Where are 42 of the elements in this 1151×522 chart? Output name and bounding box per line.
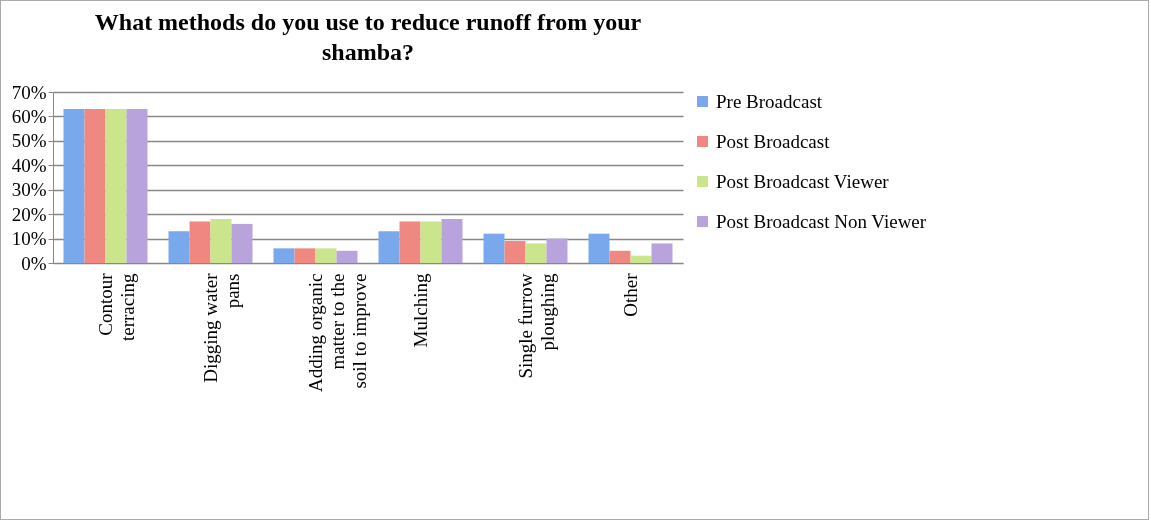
legend-label: Post Broadcast Non Viewer	[716, 210, 927, 232]
bar	[525, 243, 547, 263]
x-tick-label: Other	[619, 272, 641, 317]
bar	[609, 250, 631, 263]
bar	[231, 223, 253, 263]
y-tick-label: 20%	[11, 203, 47, 225]
bar	[336, 250, 358, 263]
y-tick-label: 30%	[11, 179, 47, 201]
y-tick-label: 0%	[21, 252, 47, 274]
bar	[294, 248, 316, 263]
bar	[546, 238, 568, 263]
bar	[189, 221, 211, 263]
bar	[399, 221, 421, 263]
bar	[126, 109, 148, 263]
bar	[210, 219, 232, 263]
chart-title: What methods do you use to reduce runoff from your shamba?	[94, 9, 642, 65]
y-tick-label: 70%	[11, 81, 47, 103]
bar	[651, 243, 673, 263]
y-tick-label: 60%	[11, 105, 47, 127]
bar	[378, 231, 400, 263]
y-tick-label: 50%	[11, 130, 47, 152]
bar	[84, 109, 106, 263]
y-tick-label: 40%	[11, 154, 47, 176]
bar	[630, 255, 652, 263]
bar	[441, 219, 463, 263]
bar	[420, 221, 442, 263]
bar	[588, 233, 610, 263]
x-tick-label: Mulching	[409, 273, 431, 348]
bar	[63, 109, 85, 263]
bar	[273, 248, 295, 263]
bar	[168, 231, 190, 263]
legend-label: Post Broadcast Viewer	[716, 170, 890, 192]
legend-label: Pre Broadcast	[716, 90, 823, 112]
bar	[483, 233, 505, 263]
x-tick-label: Single furrow ploughing	[514, 273, 558, 379]
bar	[504, 241, 526, 263]
legend-label: Post Broadcast	[716, 130, 831, 152]
x-tick-label: Digging water pans	[199, 272, 243, 383]
y-tick-label: 10%	[11, 228, 47, 250]
x-tick-label: Contour terracing	[94, 272, 138, 342]
bar	[315, 248, 337, 263]
bar	[105, 109, 127, 263]
